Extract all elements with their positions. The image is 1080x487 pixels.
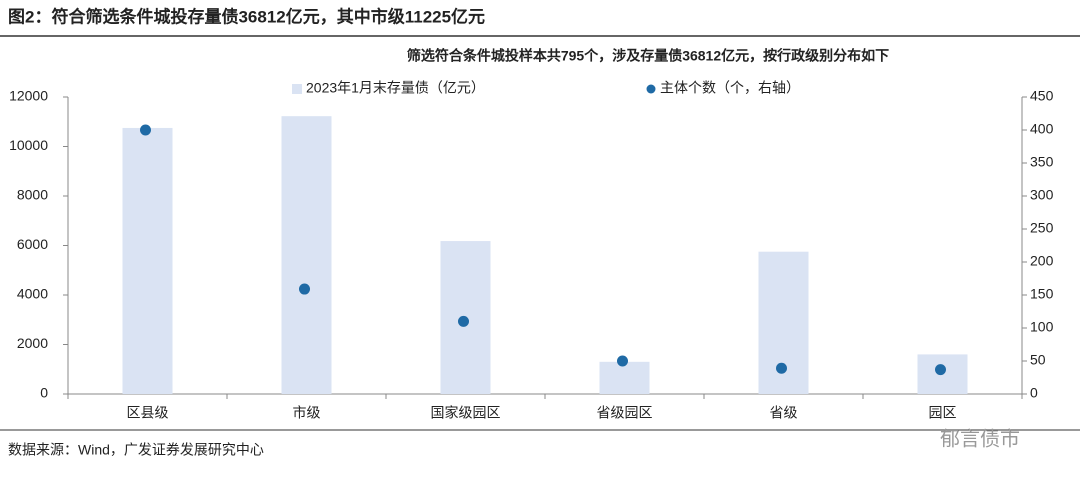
x-tick-label: 区县级: [127, 405, 169, 421]
y2-tick-label: 350: [1030, 154, 1054, 170]
watermark: 郁言债市: [940, 427, 1020, 450]
bar: [122, 127, 173, 394]
y-tick-label: 4000: [17, 286, 48, 302]
dot: [458, 315, 469, 327]
y-tick-label: 6000: [17, 236, 48, 252]
source: 数据来源：Wind，广发证券发展研究中心: [8, 442, 264, 458]
y-tick-label: 2000: [17, 335, 48, 351]
y-tick-label: 12000: [9, 88, 48, 104]
x-tick-label: 省级: [770, 405, 798, 421]
bar: [281, 116, 332, 395]
x-tick-label: 园区: [929, 405, 957, 421]
dot: [299, 283, 310, 295]
dot: [776, 362, 787, 374]
y2-tick-label: 150: [1030, 286, 1054, 302]
x-tick-label: 省级园区: [597, 405, 653, 421]
legend-label: 2023年1月末存量债（亿元）: [306, 80, 485, 96]
legend-swatch: [646, 84, 656, 94]
dot: [935, 364, 946, 376]
legend-label: 主体个数（个，右轴）: [660, 80, 800, 96]
x-tick-label: 市级: [293, 405, 321, 421]
y-tick-label: 8000: [17, 187, 48, 203]
y2-tick-label: 400: [1030, 121, 1054, 137]
dot: [617, 355, 628, 367]
y-tick-label: 0: [40, 385, 48, 401]
legend-swatch: [292, 84, 302, 94]
chart-subtitle: 筛选符合条件城投样本共795个，涉及存量债36812亿元，按行政级别分布如下: [407, 48, 889, 64]
y2-tick-label: 250: [1030, 220, 1054, 236]
x-tick-label: 国家级园区: [431, 405, 501, 421]
chart-title: 图2：符合筛选条件城投存量债36812亿元，其中市级11225亿元: [8, 6, 485, 26]
y2-tick-label: 300: [1030, 187, 1054, 203]
y2-tick-label: 200: [1030, 253, 1054, 269]
y2-tick-label: 450: [1030, 88, 1054, 104]
y2-tick-label: 50: [1030, 352, 1046, 368]
bar: [599, 361, 650, 394]
dot: [140, 124, 151, 136]
y2-tick-label: 0: [1030, 385, 1038, 401]
y-tick-label: 10000: [9, 137, 48, 153]
y2-tick-label: 100: [1030, 319, 1054, 335]
